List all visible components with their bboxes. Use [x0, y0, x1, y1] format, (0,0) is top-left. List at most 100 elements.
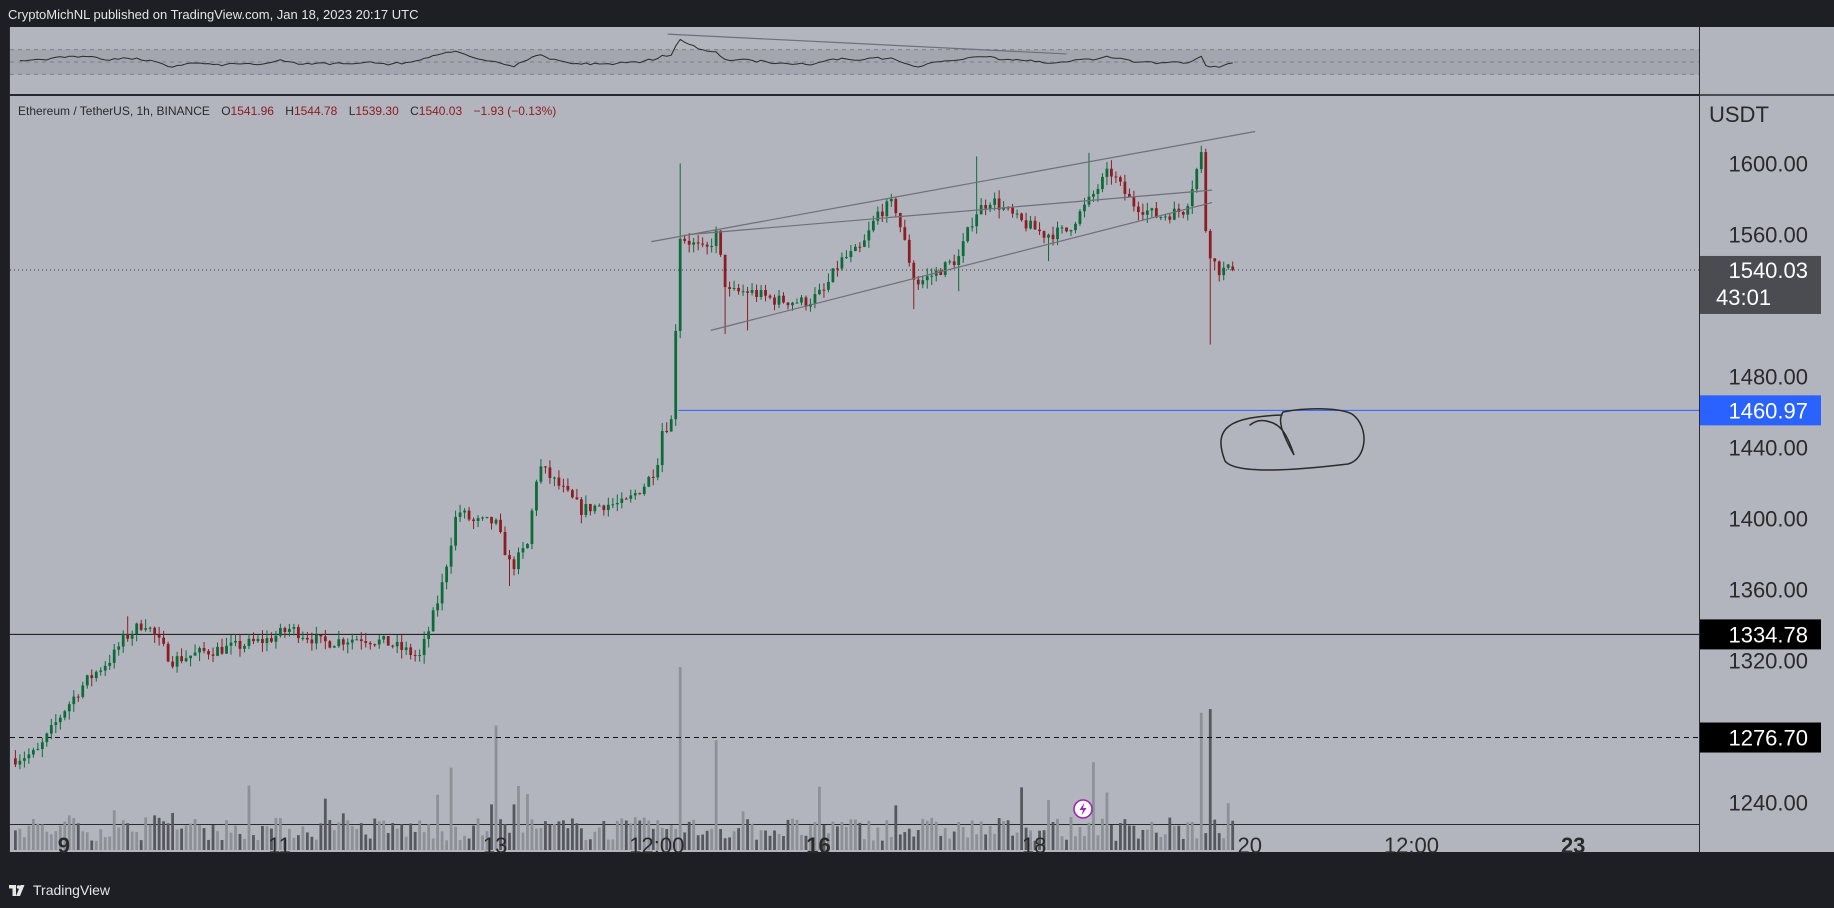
candle-body — [359, 639, 363, 642]
candle-body — [1002, 207, 1006, 210]
candle-body — [620, 498, 624, 503]
candle-body — [1132, 197, 1136, 207]
volume-bar — [76, 823, 80, 850]
publisher-text: CryptoMichNL published on TradingView.co… — [8, 7, 419, 22]
volume-bar — [723, 838, 727, 850]
volume-bar — [593, 831, 597, 850]
candle-body — [813, 294, 817, 304]
indicator-pane — [10, 33, 1699, 75]
volume-bar — [1047, 800, 1050, 850]
candle-body — [880, 211, 884, 217]
volume-bar — [1186, 822, 1190, 850]
volume-bar — [530, 819, 534, 850]
volume-bar — [422, 832, 426, 850]
volume-bar — [1065, 839, 1068, 850]
candle-body — [418, 655, 422, 657]
candle-body — [669, 419, 673, 432]
volume-bar — [153, 815, 157, 850]
volume-bar — [1127, 825, 1131, 850]
volume-bar — [310, 836, 314, 850]
time-tick-label: 23 — [1561, 833, 1585, 858]
volume-bar — [1222, 838, 1226, 850]
candle-body — [948, 261, 952, 263]
candle-body — [350, 639, 354, 643]
candle-body — [862, 240, 866, 247]
candle-body — [615, 502, 619, 505]
candle-body — [139, 623, 143, 630]
volume-bar — [1217, 833, 1221, 850]
candle-body — [1181, 212, 1185, 215]
volume-bar — [602, 821, 606, 850]
candle-body — [642, 486, 646, 494]
candle-body — [952, 261, 956, 266]
volume-bar — [966, 837, 970, 850]
candle-body — [27, 754, 31, 759]
candle-body — [867, 230, 871, 241]
volume-bar — [1056, 818, 1059, 850]
candle-body — [413, 655, 417, 657]
flash-icon[interactable] — [1073, 799, 1093, 819]
candle-body — [279, 628, 282, 636]
volume-bar — [22, 837, 26, 850]
price-tick-label: 1600.00 — [1728, 151, 1808, 176]
volume-bar — [499, 819, 502, 850]
candle-body — [1047, 234, 1050, 238]
volume-bar — [948, 838, 952, 850]
candle-body — [1136, 206, 1140, 213]
candle-body — [247, 638, 251, 646]
channel-lower-line — [710, 201, 1213, 331]
price-tick-label: 1440.00 — [1728, 436, 1808, 461]
candle-body — [193, 652, 197, 656]
chart-svg[interactable]: Ethereum / TetherUS, 1h, BINANCE O1541.9… — [0, 27, 1834, 871]
volume-bar — [539, 828, 543, 850]
volume-bar — [526, 794, 529, 850]
volume-bar — [750, 823, 754, 850]
volume-bar — [836, 826, 839, 850]
candle-body — [234, 640, 237, 643]
candle-body — [575, 497, 579, 500]
candle-body — [535, 481, 538, 511]
volume-bar — [454, 826, 457, 850]
volume-bar — [189, 823, 192, 850]
candle-body — [660, 431, 664, 466]
volume-bar — [800, 834, 803, 850]
volume-bar — [934, 821, 938, 850]
volume-bar — [611, 839, 615, 850]
indicator-line — [19, 38, 1233, 68]
volume-bar — [193, 819, 197, 850]
volume-bar — [880, 840, 884, 850]
candle-body — [481, 517, 484, 519]
volume-bar — [741, 811, 745, 850]
candle-body — [198, 648, 201, 653]
volume-bar — [481, 835, 484, 850]
publisher-bar: CryptoMichNL published on TradingView.co… — [0, 0, 1834, 27]
candle-body — [831, 268, 835, 282]
countdown-label: 43:01 — [1716, 285, 1771, 310]
legend-high: 1544.78 — [294, 104, 338, 118]
volume-bar — [1199, 712, 1203, 850]
candle-body — [885, 201, 889, 217]
volume-bar — [1020, 787, 1023, 850]
candle-body — [216, 646, 219, 656]
candle-body — [58, 717, 62, 723]
volume-bar — [1226, 803, 1230, 850]
candle-body — [494, 519, 498, 524]
candle-body — [45, 733, 49, 743]
volume-bar — [1060, 836, 1064, 850]
candle-body — [624, 498, 628, 500]
chart-frame[interactable]: Ethereum / TetherUS, 1h, BINANCE O1541.9… — [0, 27, 1834, 871]
candle-body — [741, 291, 745, 293]
volume-bar — [1024, 827, 1028, 850]
time-tick-label: 11 — [268, 833, 291, 858]
time-tick-label: 12:00 — [1384, 833, 1439, 858]
volume-bar — [373, 818, 377, 850]
candle-body — [714, 230, 718, 247]
volume-bar — [1123, 819, 1127, 850]
candle-body — [1226, 264, 1230, 268]
volume-bar — [831, 821, 835, 850]
candle-body — [930, 275, 934, 277]
volume-bar — [952, 831, 956, 850]
candle-body — [1145, 210, 1149, 215]
candle-body — [1217, 261, 1221, 276]
candle-body — [916, 279, 920, 285]
